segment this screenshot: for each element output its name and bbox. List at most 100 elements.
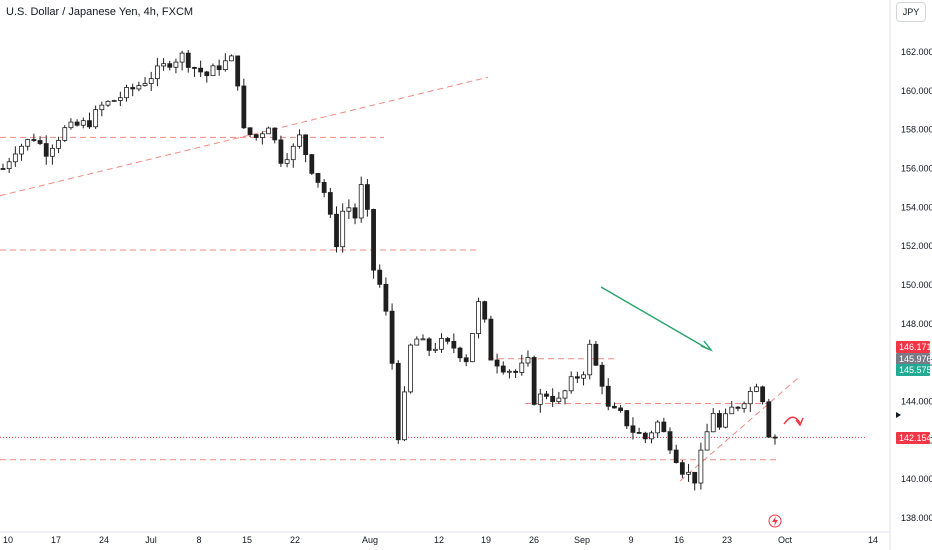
red-arrow-head [795,417,804,427]
svg-text:145.976: 145.976 [899,354,932,364]
candle [772,434,778,445]
time-tick-label: 19 [481,535,491,545]
candle [729,400,735,415]
candle [334,206,339,253]
candle [222,53,228,72]
candle [383,277,389,316]
candle [488,315,494,361]
candle [624,410,630,429]
candle [198,60,204,78]
candle [327,187,333,218]
candle [568,371,574,394]
flash-icon[interactable] [768,514,782,528]
candle [686,463,691,482]
candle [241,78,247,130]
time-tick-label: Jul [145,535,157,545]
candle [420,334,426,341]
candle [723,408,728,429]
candle [154,57,160,87]
candle [747,386,753,412]
trend-line [0,76,489,197]
time-tick-label: 24 [99,535,109,545]
candle [612,402,617,409]
candle [161,58,166,71]
candle [735,406,741,412]
currency-badge[interactable]: JPY [896,2,926,22]
candle [364,179,370,217]
candle [667,427,673,455]
green-trend-arrow-line [600,286,709,350]
trend-line [679,375,801,482]
candle [192,66,197,77]
candle [445,336,451,345]
candle [309,154,315,175]
price-tick-label: 148.000 [901,319,932,329]
candle [593,340,599,367]
candle [500,361,506,375]
candle [389,303,395,370]
candle [0,163,6,170]
candle [754,383,759,393]
candle [185,49,191,73]
price-tag: 142.154 [896,432,932,444]
time-tick-label: Aug [362,535,378,545]
candle [321,179,327,198]
candle [451,333,457,354]
candle [340,203,346,253]
candle [432,342,438,354]
price-tick-label: 158.000 [901,125,932,135]
candle [235,55,241,91]
time-tick-label: 10 [3,535,13,545]
candle [43,135,49,165]
svg-text:145.575: 145.575 [899,365,932,375]
candle [37,136,43,146]
candle [710,408,716,433]
candle [605,378,611,411]
candle [469,333,475,363]
candle [56,136,61,154]
candle [414,336,420,346]
price-tag: 145.976 [896,353,932,365]
candle [352,203,358,225]
candle [494,353,500,374]
candle [179,50,185,71]
svg-text:142.154: 142.154 [899,433,932,443]
candle [507,369,512,379]
candle [476,297,481,339]
candle [266,126,271,135]
candle [537,388,543,413]
horizontal-levels [0,136,866,461]
candlestick-series [0,49,778,491]
candle [290,143,296,168]
candle [531,355,537,406]
candle [587,339,593,380]
candle [105,100,111,108]
candle [649,430,654,444]
candle [766,398,772,438]
candle [519,354,525,376]
svg-text:146.171: 146.171 [899,342,932,352]
candle [581,371,586,386]
red-curved-arrow [783,416,801,425]
trend-lines [0,76,801,482]
candle [358,176,364,223]
candle [457,346,463,363]
green-arrow-head [700,340,714,352]
candle [402,386,407,442]
candle [117,91,123,107]
candle [642,431,648,444]
candle [50,144,55,165]
candle [698,442,704,490]
time-tick-label: Oct [778,535,793,545]
candle [216,59,222,76]
candle [111,99,117,102]
time-tick-label: 16 [674,535,684,545]
candle [741,401,747,413]
time-axis[interactable]: 10 17 24 Jul 8 15 22 Aug 12 19 26 Sep 9 16 23 Oct 14 [3,535,878,545]
time-tick-label: 22 [290,535,300,545]
price-tick-label: 156.000 [901,164,932,174]
candle [303,134,309,163]
candle [655,420,661,438]
